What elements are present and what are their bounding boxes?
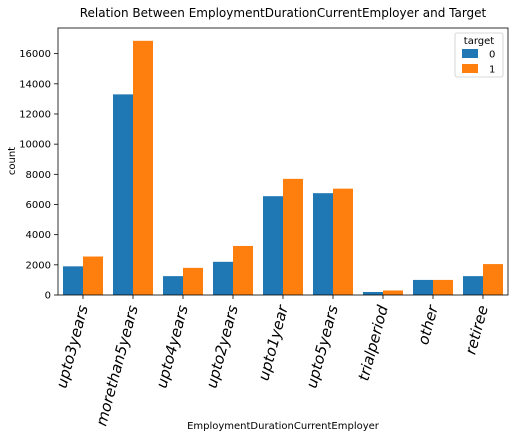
x-tick-label-morethan5years: morethan5years <box>92 303 142 428</box>
bar-morethan5years-target-0 <box>113 94 133 296</box>
legend-swatch-0 <box>462 49 478 58</box>
x-tick-label-upto4years: upto4years <box>152 303 191 390</box>
bar-upto5years-target-0 <box>313 193 333 295</box>
bar-upto3years-target-0 <box>63 266 83 295</box>
chart-title: Relation Between EmploymentDurationCurre… <box>80 6 487 20</box>
bar-morethan5years-target-1 <box>133 40 153 295</box>
bar-upto4years-target-0 <box>163 276 183 295</box>
bar-upto3years-target-1 <box>83 256 103 295</box>
y-tick-label: 4000 <box>26 230 51 241</box>
y-tick-label: 14000 <box>19 79 51 90</box>
plot-frame <box>57 27 509 296</box>
bar-retiree-target-0 <box>463 276 483 295</box>
bar-trialperiod-target-0 <box>363 291 383 295</box>
y-tick-label: 8000 <box>26 170 51 181</box>
x-tick-label-other: other <box>414 303 442 347</box>
bar-retiree-target-1 <box>483 264 503 295</box>
bars-group <box>63 40 503 296</box>
x-tick-label-upto2years: upto2years <box>202 303 241 390</box>
legend: target 01 <box>454 32 504 78</box>
x-tick-label-retiree: retiree <box>462 303 492 356</box>
legend-label-0: 0 <box>489 50 495 61</box>
bar-upto5years-target-1 <box>333 188 353 295</box>
legend-swatch-1 <box>462 64 478 73</box>
bar-trialperiod-target-1 <box>383 290 403 295</box>
y-tick-label: 0 <box>45 291 51 302</box>
x-tick-label-trialperiod: trialperiod <box>354 303 392 383</box>
bar-other-target-1 <box>433 279 453 295</box>
y-tick-label: 10000 <box>19 140 51 151</box>
x-axis: upto3years morethan5years upto4years upto2y… <box>52 295 492 428</box>
legend-label-1: 1 <box>489 65 495 76</box>
bar-upto1year-target-0 <box>263 196 283 295</box>
bar-upto1year-target-1 <box>283 178 303 295</box>
y-axis-label: count <box>7 147 18 175</box>
bar-upto4years-target-1 <box>183 267 203 295</box>
x-tick-label-upto5years: upto5years <box>302 303 341 390</box>
bar-upto2years-target-1 <box>233 245 253 295</box>
x-tick-label-upto3years: upto3years <box>52 303 91 390</box>
x-tick-label-upto1year: upto1year <box>255 303 293 383</box>
legend-title: target <box>464 36 494 47</box>
bar-other-target-0 <box>413 279 433 295</box>
y-tick-label: 6000 <box>26 200 51 211</box>
y-tick-label: 16000 <box>19 49 51 60</box>
x-axis-label: EmploymentDurationCurrentEmployer <box>187 421 380 432</box>
y-axis: 0 2000 4000 6000 8000 10000 12000 14000 16000 <box>19 49 58 302</box>
bar-upto2years-target-0 <box>213 261 233 295</box>
legend-items: 01 <box>462 49 495 76</box>
y-tick-label: 2000 <box>26 260 51 271</box>
y-tick-label: 12000 <box>19 109 51 120</box>
